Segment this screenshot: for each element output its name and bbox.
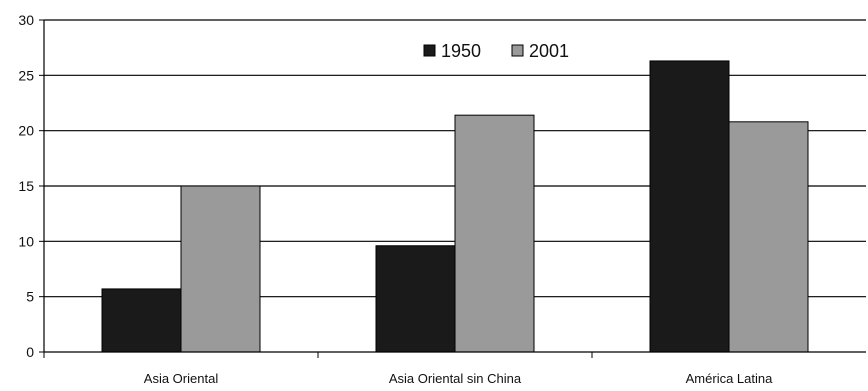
- y-tick-label: 25: [18, 67, 34, 83]
- bar-1950-0: [101, 288, 182, 353]
- bar-1950-2: [649, 60, 730, 353]
- y-tick-label: 10: [18, 233, 34, 249]
- bars: [101, 60, 809, 353]
- legend-swatch-2001: [511, 44, 524, 57]
- x-axis-labels: Asia Oriental Asia Oriental sin China Amér…: [144, 371, 773, 386]
- bar-2001-0: [180, 185, 261, 353]
- bar-2001-1: [454, 114, 535, 353]
- y-tick-label: 0: [26, 344, 34, 360]
- y-tick-label: 15: [18, 178, 34, 194]
- y-tick-label: 5: [26, 289, 34, 305]
- legend-label-1950: 1950: [441, 41, 481, 61]
- legend: 1950 2001: [423, 41, 569, 61]
- y-tick-label: 20: [18, 123, 34, 139]
- y-tick-label: 30: [18, 12, 34, 28]
- x-tick-label: Asia Oriental: [144, 371, 219, 386]
- legend-label-2001: 2001: [529, 41, 569, 61]
- x-tick-label: América Latina: [686, 371, 773, 386]
- y-axis-ticks: 0 5 10 15 20 25 30: [18, 12, 44, 360]
- x-tick-label: Asia Oriental sin China: [389, 371, 522, 386]
- bar-2001-2: [728, 121, 809, 353]
- bar-1950-1: [375, 245, 456, 353]
- legend-swatch-1950: [423, 44, 436, 57]
